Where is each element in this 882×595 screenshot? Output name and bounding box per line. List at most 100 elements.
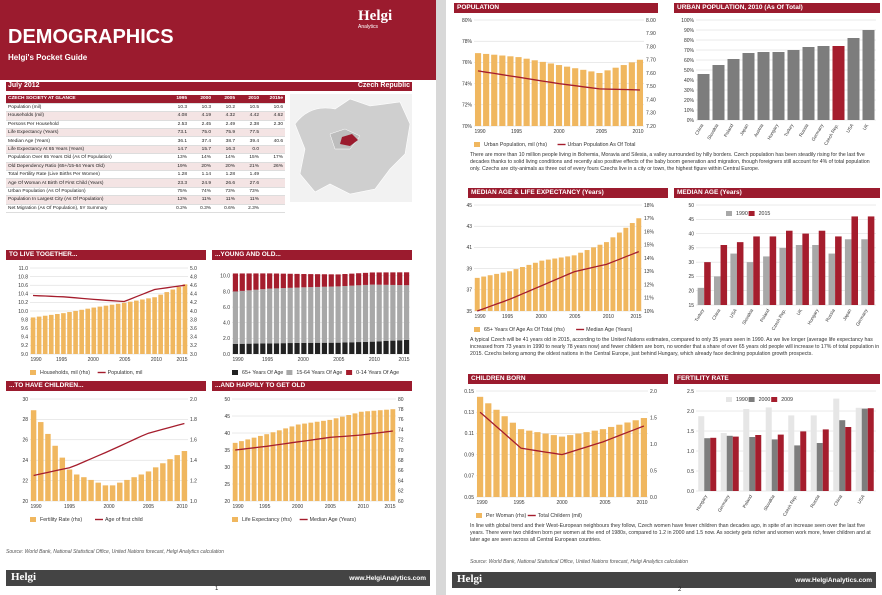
bar bbox=[314, 421, 320, 501]
bar bbox=[474, 277, 480, 311]
y-axis-tick: 80% bbox=[462, 18, 473, 24]
y-axis-tick: 26 bbox=[22, 438, 28, 444]
bar bbox=[42, 315, 48, 354]
footer-url[interactable]: www.HelgiAnalytics.com bbox=[795, 577, 872, 584]
stacked-bar bbox=[397, 285, 403, 341]
stacked-bar bbox=[280, 288, 286, 344]
source-note: Source: World Bank, National Statistical… bbox=[6, 549, 224, 555]
table-cell: 1.49 bbox=[237, 170, 261, 180]
table-cell: 73% bbox=[237, 187, 261, 197]
stacked-bar bbox=[369, 284, 375, 342]
bar bbox=[794, 445, 801, 491]
y2-axis-tick: 2.0 bbox=[190, 397, 197, 403]
bar bbox=[45, 433, 51, 501]
x-tick: 2005 bbox=[143, 504, 154, 510]
y-axis-tick: 8.0 bbox=[223, 289, 230, 295]
bar bbox=[158, 294, 163, 354]
bar bbox=[515, 57, 522, 126]
bar bbox=[599, 429, 607, 497]
y-axis-tick: 0.15 bbox=[464, 389, 474, 395]
x-tick: Turkey bbox=[694, 307, 706, 322]
country-label: Czech Republic bbox=[357, 82, 410, 89]
table-row: Persons Per Household 2.53 2.45 2.49 2.38 2.3… bbox=[6, 120, 285, 130]
bar bbox=[855, 407, 862, 491]
x-tick: Hungary bbox=[807, 307, 820, 325]
table-row: Net Migration (As Of Population), 5Y Sum… bbox=[6, 204, 285, 213]
bar bbox=[571, 255, 577, 311]
bar bbox=[245, 439, 251, 501]
x-tick: 1995 bbox=[64, 504, 75, 510]
y2-axis-tick: 3.0 bbox=[190, 352, 197, 358]
x-tick: 2000 bbox=[553, 129, 564, 135]
bar bbox=[746, 262, 754, 305]
x-tick: 1990 bbox=[232, 357, 243, 363]
bar bbox=[742, 53, 755, 120]
legend-label: 2009 bbox=[781, 397, 793, 403]
y2-axis-tick: 3.4 bbox=[190, 335, 197, 341]
stacked-bar bbox=[239, 343, 245, 354]
bar bbox=[140, 299, 145, 354]
bar bbox=[73, 474, 80, 501]
table-cell: 74% bbox=[189, 187, 213, 197]
x-tick: Russia bbox=[809, 494, 821, 509]
bar bbox=[507, 56, 514, 126]
x-tick: Poland bbox=[723, 123, 735, 138]
y2-axis-tick: 7.70 bbox=[646, 58, 656, 64]
legend-label: 2015 bbox=[759, 211, 771, 217]
bar bbox=[176, 286, 182, 354]
bar bbox=[851, 216, 858, 305]
y2-axis-tick: 80 bbox=[398, 397, 404, 403]
bar bbox=[264, 434, 270, 501]
stacked-bar bbox=[383, 340, 389, 354]
stacked-bar bbox=[301, 274, 307, 288]
bar bbox=[59, 457, 66, 501]
y2-axis-tick: 1.2 bbox=[190, 478, 197, 484]
y2-axis-tick: 13% bbox=[644, 269, 655, 275]
stacked-bar bbox=[383, 284, 389, 341]
table-cell: 4.08 bbox=[165, 111, 189, 121]
bar bbox=[591, 430, 598, 497]
x-tick: Slovakia bbox=[763, 494, 776, 512]
y-axis-tick: 2.0 bbox=[223, 336, 230, 342]
y-axis-tick: 25 bbox=[688, 274, 694, 280]
y-axis-tick: 0.0 bbox=[687, 489, 694, 495]
y-axis-tick: 45 bbox=[224, 414, 230, 420]
bar bbox=[507, 271, 512, 311]
bar bbox=[523, 58, 530, 126]
table-cell: 4.62 bbox=[261, 111, 285, 121]
legend-swatch bbox=[30, 517, 36, 522]
y-axis-tick: 43 bbox=[466, 224, 472, 230]
bar bbox=[583, 432, 590, 497]
stacked-bar bbox=[403, 339, 410, 354]
stacked-bar bbox=[301, 342, 307, 354]
bar bbox=[861, 408, 868, 491]
footer-url[interactable]: www.HelgiAnalytics.com bbox=[349, 575, 426, 582]
bar bbox=[61, 313, 66, 354]
section-population: POPULATION bbox=[454, 3, 658, 13]
date-label: July 2012 bbox=[8, 82, 40, 89]
stacked-bar bbox=[356, 342, 362, 354]
stacked-bar bbox=[246, 273, 252, 291]
stacked-bar bbox=[403, 272, 410, 286]
bar bbox=[270, 432, 276, 501]
bar bbox=[832, 46, 845, 120]
x-tick: 1995 bbox=[513, 500, 524, 506]
x-tick: 2015 bbox=[630, 314, 641, 320]
row-label: Households (mil) bbox=[6, 111, 165, 121]
bar bbox=[786, 230, 793, 305]
bar bbox=[251, 437, 257, 501]
society-table: CZECH SOCIETY AT GLANCE 1995 2000 2005 2… bbox=[6, 95, 285, 213]
y-axis-tick: 40% bbox=[684, 78, 695, 84]
y-axis-tick: 80% bbox=[684, 38, 695, 44]
x-tick: 1995 bbox=[511, 129, 522, 135]
table-cell: 1.28 bbox=[165, 170, 189, 180]
bar bbox=[509, 422, 516, 497]
stacked-bar bbox=[362, 284, 369, 342]
bar bbox=[95, 482, 101, 501]
bar bbox=[812, 245, 819, 305]
y2-axis-tick: 16% bbox=[644, 229, 655, 235]
stacked-bar bbox=[267, 288, 273, 344]
page-number: 1 bbox=[215, 586, 219, 592]
bar bbox=[124, 479, 130, 501]
bar bbox=[542, 433, 549, 497]
